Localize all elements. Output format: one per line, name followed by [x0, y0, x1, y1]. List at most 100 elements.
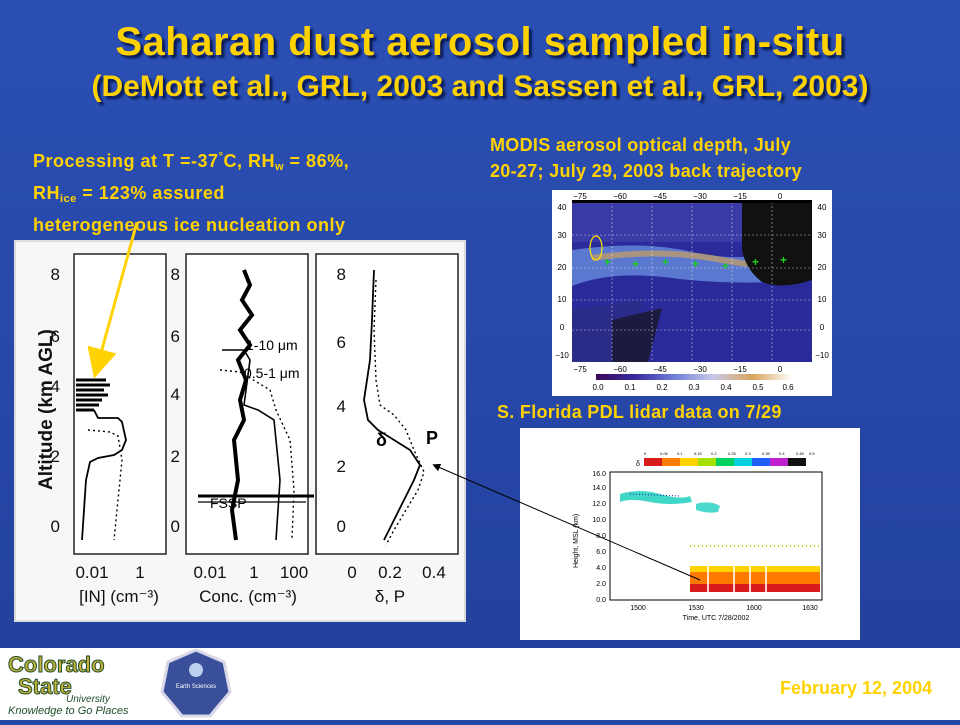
svg-text:0.45: 0.45 [796, 451, 805, 456]
svg-text:0.1: 0.1 [624, 383, 636, 392]
profiles-ylabel: Altitude (km AGL) [36, 329, 57, 490]
svg-text:−45: −45 [653, 365, 667, 374]
svg-text:0: 0 [820, 323, 825, 332]
svg-text:0.4: 0.4 [779, 451, 785, 456]
svg-text:0: 0 [171, 517, 180, 536]
svg-text:0: 0 [560, 323, 565, 332]
svg-text:4: 4 [171, 385, 180, 404]
profiles-figure: 0 2 4 6 8 0 2 4 6 8 0 2 4 6 8 Altitude (… [14, 240, 466, 622]
svg-text:2: 2 [171, 447, 180, 466]
label-1-10um: 1-10 μm [246, 337, 298, 353]
svg-text:0.4: 0.4 [422, 563, 446, 582]
svg-text:+: + [632, 257, 639, 271]
xtick-1-a: 0.01 [75, 563, 108, 582]
svg-text:−10: −10 [815, 351, 829, 360]
svg-text:−60: −60 [613, 365, 627, 374]
slide-title: Saharan dust aerosol sampled in-situ [115, 20, 845, 64]
svg-text:8.0: 8.0 [596, 533, 606, 540]
lidar-figure: δ 0 0.05 0.1 0.15 0.2 0.25 0.3 0.35 0.4 … [520, 428, 860, 640]
ytick-1-0: 0 [51, 517, 60, 536]
svg-text:+: + [692, 257, 699, 271]
svg-text:+: + [662, 255, 669, 269]
svg-text:1530: 1530 [688, 605, 704, 612]
svg-text:−75: −75 [573, 365, 587, 374]
svg-text:0: 0 [778, 192, 783, 201]
svg-text:40: 40 [558, 203, 567, 212]
svg-text:0.2: 0.2 [656, 383, 668, 392]
svg-text:+: + [604, 255, 611, 269]
ytick-1-6: 6 [51, 327, 60, 346]
svg-text:Colorado: Colorado [8, 652, 105, 677]
label-fssp: FSSP [210, 495, 247, 511]
svg-text:0.0: 0.0 [596, 597, 606, 604]
svg-text:0.6: 0.6 [782, 383, 794, 392]
svg-text:1: 1 [249, 563, 258, 582]
university-logo: Colorado State University Knowledge to G… [4, 650, 156, 718]
svg-text:0.1: 0.1 [677, 451, 683, 456]
xlabel-in: [IN] (cm⁻³) [79, 587, 159, 606]
svg-text:University: University [66, 694, 111, 705]
label-0.5-1um: 0.5-1 μm [244, 365, 300, 381]
svg-text:30: 30 [558, 231, 567, 240]
label-p: P [426, 428, 438, 448]
ytick-1-8: 8 [51, 265, 60, 284]
svg-text:4.0: 4.0 [596, 565, 606, 572]
svg-text:6: 6 [171, 327, 180, 346]
university-tagline: Knowledge to Go Places [8, 705, 129, 717]
lidar-ylabel: Height, MSL (km) [573, 514, 580, 568]
svg-text:−30: −30 [693, 192, 707, 201]
lidar-colorbar [644, 458, 806, 466]
processing-note: Processing at T =-37°C, RHw = 86%, RHice… [33, 151, 350, 235]
modis-colorbar [596, 374, 792, 380]
svg-text:2: 2 [337, 457, 346, 476]
svg-text:8: 8 [171, 265, 180, 284]
svg-text:δ: δ [636, 461, 640, 468]
svg-text:−30: −30 [693, 365, 707, 374]
svg-text:12.0: 12.0 [592, 501, 606, 508]
svg-text:20: 20 [818, 263, 827, 272]
svg-text:4: 4 [337, 397, 346, 416]
footer-bar [0, 648, 960, 720]
svg-text:−45: −45 [653, 192, 667, 201]
svg-text:20: 20 [558, 263, 567, 272]
svg-text:14.0: 14.0 [592, 485, 606, 492]
presentation-date: February 12, 2004 [780, 678, 933, 698]
svg-text:30: 30 [818, 231, 827, 240]
modis-caption: MODIS aerosol optical depth, July 20-27;… [490, 135, 802, 181]
svg-text:2.0: 2.0 [596, 581, 606, 588]
svg-text:40: 40 [818, 203, 827, 212]
label-delta: δ [376, 430, 387, 450]
svg-text:8: 8 [337, 265, 346, 284]
svg-text:State: State [18, 674, 72, 699]
svg-text:6.0: 6.0 [596, 549, 606, 556]
program-badge: Earth Sciences [160, 648, 232, 720]
slide-subtitle: (DeMott et al., GRL, 2003 and Sassen et … [91, 70, 869, 103]
svg-text:0.05: 0.05 [660, 451, 669, 456]
svg-text:−60: −60 [613, 192, 627, 201]
svg-text:0: 0 [347, 563, 356, 582]
lidar-xlabel: Time, UTC 7/28/2002 [683, 615, 750, 622]
modis-map: + + + + + + + −75 −60 −45 −30 −15 0 −75 −60 −… [552, 190, 832, 396]
ytick-1-2: 2 [51, 447, 60, 466]
svg-text:0: 0 [778, 365, 783, 374]
svg-text:0.5: 0.5 [752, 383, 764, 392]
profile-panel-3 [315, 253, 459, 555]
svg-text:−15: −15 [733, 192, 747, 201]
xlabel-conc: Conc. (cm⁻³) [199, 587, 297, 606]
svg-text:0.0: 0.0 [592, 383, 604, 392]
svg-text:6: 6 [337, 333, 346, 352]
lidar-caption: S. Florida PDL lidar data on 7/29 [497, 402, 782, 422]
svg-text:−10: −10 [555, 351, 569, 360]
xtick-1-b: 1 [135, 563, 144, 582]
svg-text:10: 10 [818, 295, 827, 304]
ytick-1-4: 4 [51, 377, 60, 396]
svg-text:1500: 1500 [630, 605, 646, 612]
svg-text:0.3: 0.3 [745, 451, 751, 456]
svg-text:−75: −75 [573, 192, 587, 201]
svg-text:0: 0 [644, 451, 647, 456]
svg-text:10: 10 [558, 295, 567, 304]
svg-text:0.01: 0.01 [193, 563, 226, 582]
profile-panel-2 [185, 253, 309, 555]
svg-text:+: + [722, 259, 729, 273]
